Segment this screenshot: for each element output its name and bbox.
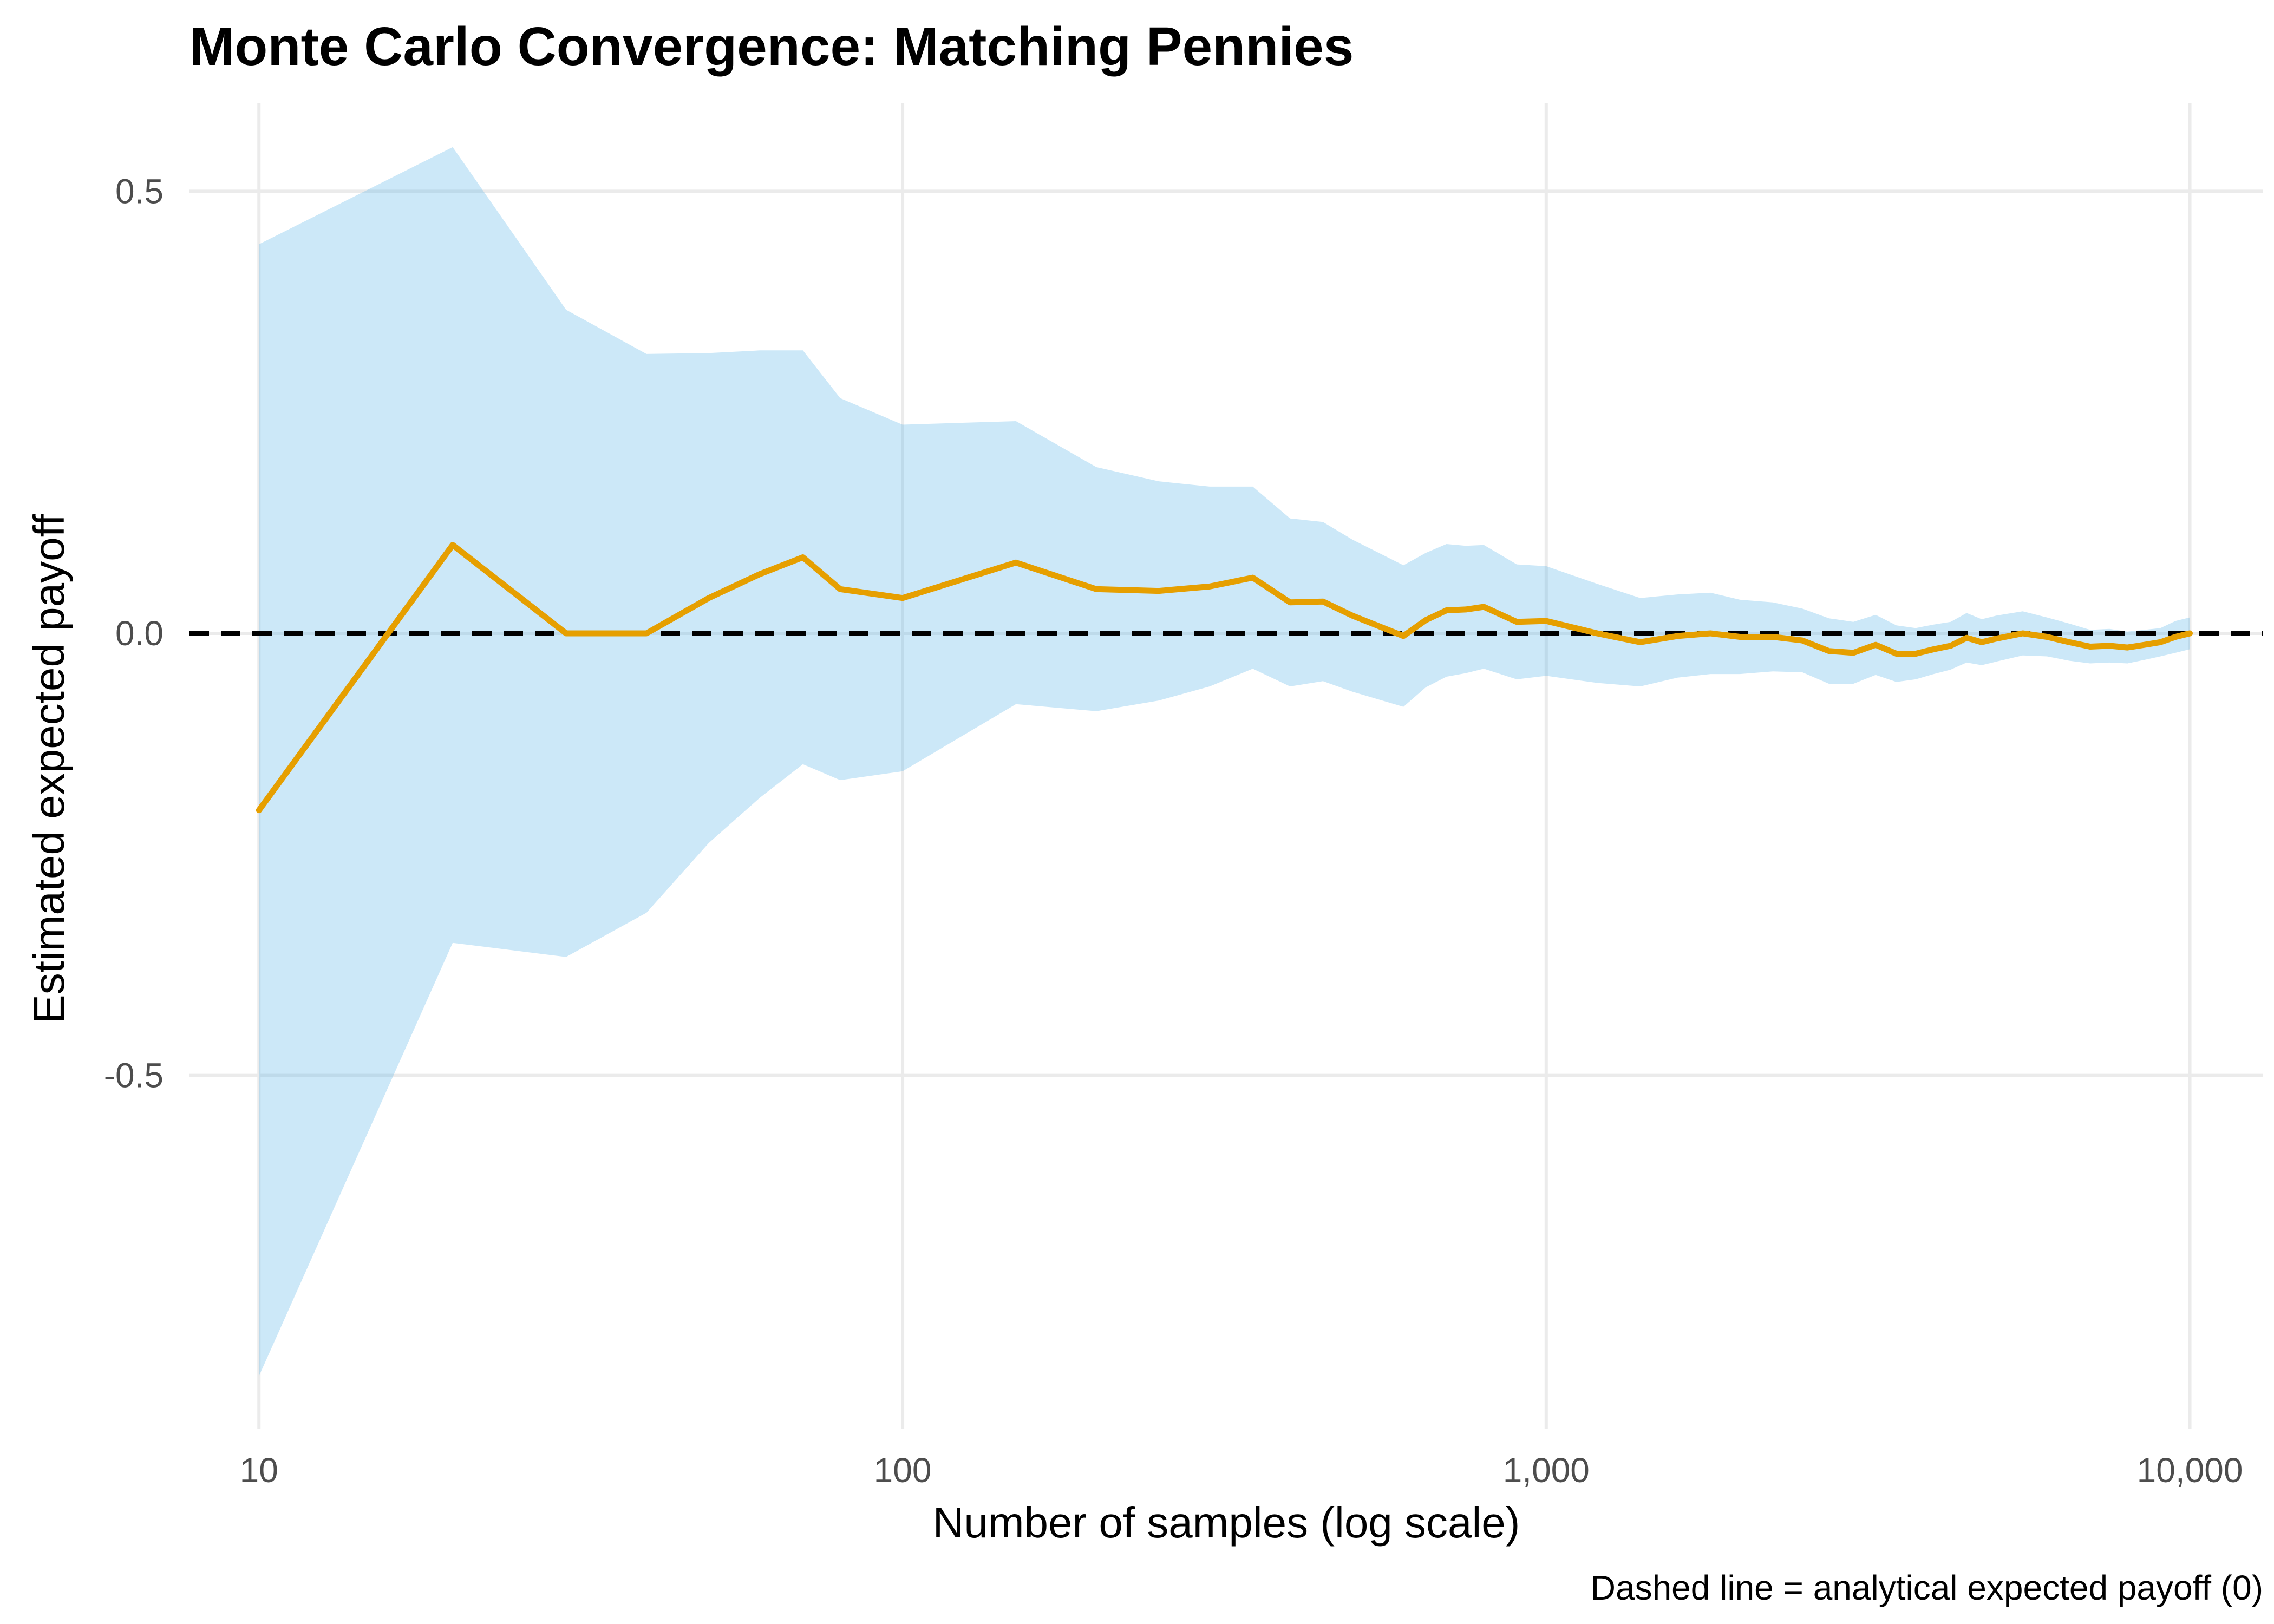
x-tick-label-0: 10 xyxy=(240,1451,278,1490)
chart-title: Monte Carlo Convergence: Matching Pennie… xyxy=(190,16,1354,77)
tick-labels: 10 100 1,000 10,000 0.5 0.0 -0.5 xyxy=(104,172,2243,1490)
caption: Dashed line = analytical expected payoff… xyxy=(1591,1568,2263,1607)
confidence-band xyxy=(259,147,2190,1377)
x-axis-label: Number of samples (log scale) xyxy=(933,1498,1520,1547)
confidence-band-layer xyxy=(259,147,2190,1377)
x-tick-label-3: 10,000 xyxy=(2137,1451,2243,1490)
estimate-line xyxy=(256,542,2193,814)
y-tick-label-2: -0.5 xyxy=(104,1056,164,1095)
y-tick-label-1: 0.0 xyxy=(115,614,164,653)
x-tick-label-1: 100 xyxy=(874,1451,932,1490)
y-axis-label: Estimated expected payoff xyxy=(25,514,73,1024)
x-tick-label-2: 1,000 xyxy=(1503,1451,1590,1490)
estimate-line-layer xyxy=(256,542,2193,814)
y-tick-label-0: 0.5 xyxy=(115,172,164,211)
